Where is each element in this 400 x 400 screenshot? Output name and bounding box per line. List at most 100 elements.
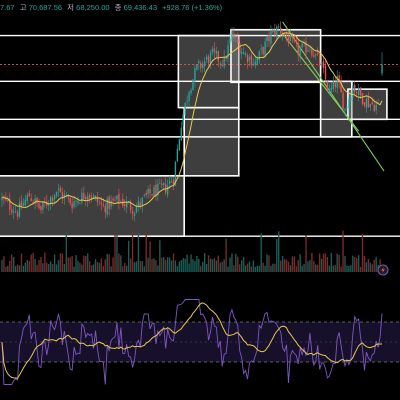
volume-bar (194, 261, 196, 272)
candle-body (328, 89, 331, 92)
volume-bar (229, 257, 231, 272)
volume-bar (24, 262, 27, 272)
candle-body (188, 92, 190, 101)
candle-body (334, 82, 336, 88)
volume-bar (348, 265, 350, 272)
candle-body (16, 212, 19, 217)
volume-bar (278, 231, 280, 272)
candle-body (145, 193, 147, 195)
candle-body (205, 56, 208, 60)
volume-bar (198, 258, 200, 272)
price-pane (1, 21, 383, 222)
volume-bar (94, 259, 97, 272)
candle-body (32, 202, 34, 204)
volume-bar (332, 265, 334, 272)
volume-bar (205, 263, 208, 272)
candle-body (118, 193, 120, 204)
candle-body (301, 44, 303, 48)
volume-bar (293, 256, 296, 272)
volume-bar (330, 252, 333, 272)
volume-bar (203, 253, 206, 272)
candle-body (272, 29, 274, 33)
candle-body (363, 102, 366, 106)
candle-body (336, 76, 338, 88)
candle-body (69, 198, 71, 204)
volume-bar (338, 254, 340, 272)
candle-body (352, 85, 354, 97)
low-label: 저 (67, 3, 74, 12)
candle-body (242, 52, 245, 55)
candle-body (248, 56, 251, 61)
candle-body (217, 51, 219, 62)
volume-bar (231, 253, 233, 272)
volume-bar (59, 253, 62, 272)
volume-bar (262, 262, 264, 272)
volume-bar (196, 255, 198, 272)
candle-body (92, 195, 95, 199)
volume-bar (227, 266, 229, 272)
volume-bar (184, 258, 186, 272)
candle-body (155, 184, 157, 197)
candle-body (7, 199, 9, 202)
volume-bar (326, 257, 329, 272)
candle-body (377, 102, 379, 103)
volume-bar (305, 235, 307, 272)
volume-bar (7, 265, 9, 272)
volume-bar (46, 262, 48, 272)
candle-body (30, 198, 32, 202)
candle-body (233, 33, 235, 39)
volume-bar (3, 256, 5, 272)
candle-body (53, 195, 56, 200)
volume-bar (124, 262, 126, 272)
volume-bar (14, 265, 17, 272)
volume-bar (153, 258, 155, 272)
volume-bar (149, 241, 151, 272)
volume-bar (309, 259, 311, 272)
volume-bar (303, 264, 305, 272)
volume-bar (30, 254, 32, 272)
volume-bar (145, 230, 147, 272)
candle-body (147, 188, 149, 195)
volume-bar (141, 261, 143, 272)
volume-bar (320, 258, 323, 272)
volume-bar (365, 262, 368, 272)
candle-body (315, 53, 317, 56)
volume-bar (287, 261, 290, 272)
volume-bar (274, 263, 276, 272)
volume-bar (26, 259, 28, 272)
volume-bar (252, 260, 255, 272)
candle-body (246, 55, 249, 63)
volume-bar (85, 255, 87, 272)
volume-bar (73, 266, 75, 272)
candle-body (9, 198, 11, 210)
rsi-signal-line (1, 302, 383, 379)
volume-bar (244, 265, 247, 272)
volume-bar (157, 265, 159, 272)
volume-bar (276, 238, 278, 272)
rsi-pane (1, 299, 383, 385)
close-value: 69,436.43 (124, 3, 157, 12)
volume-bar (246, 263, 249, 272)
volume-bar (34, 258, 36, 272)
candle-body (318, 54, 321, 66)
candle-body (73, 201, 75, 207)
volume-bar (170, 260, 173, 272)
candle-body (283, 33, 286, 35)
candle-body (256, 58, 258, 64)
candle-body (102, 204, 105, 206)
candle-body (209, 52, 212, 64)
volume-bar (279, 260, 282, 272)
candle-body (211, 48, 214, 53)
candle-body (81, 192, 83, 203)
volume-bar (147, 257, 149, 272)
candle-body (264, 41, 266, 56)
candle-body (281, 34, 284, 36)
volume-bar (40, 257, 42, 272)
lightning-icon[interactable] (377, 264, 389, 276)
candle-body (278, 26, 280, 28)
volume-bar (313, 260, 315, 272)
candle-body (161, 183, 163, 185)
candle-body (354, 84, 356, 92)
